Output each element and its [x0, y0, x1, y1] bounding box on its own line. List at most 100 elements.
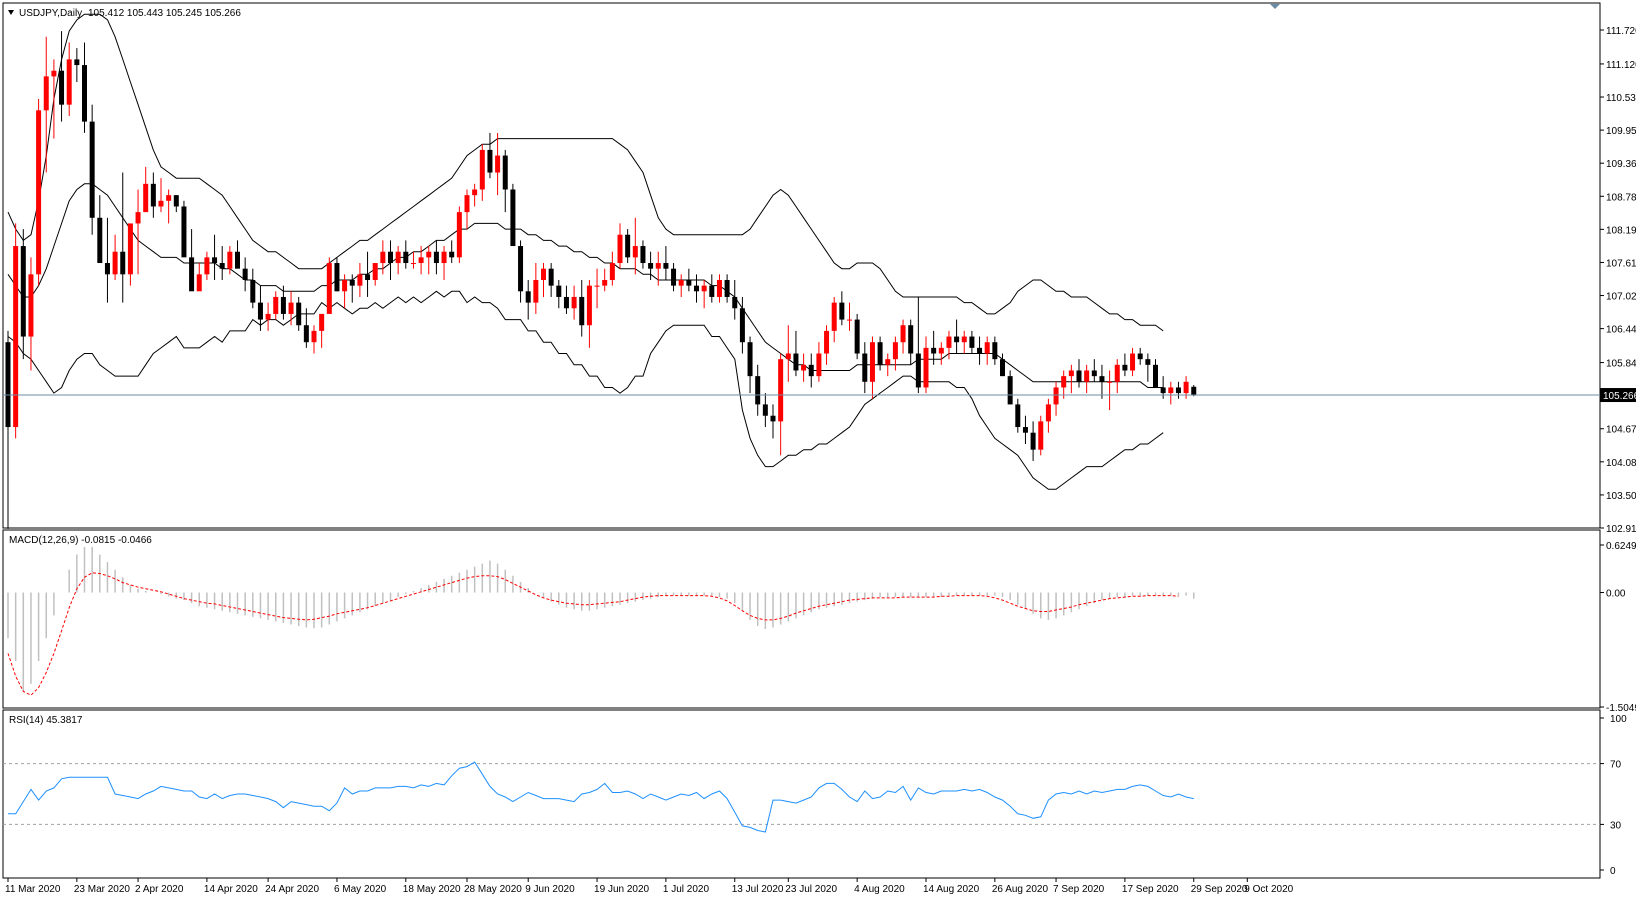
- candle-body[interactable]: [655, 263, 661, 269]
- candle-body[interactable]: [13, 246, 19, 428]
- candle-body[interactable]: [5, 342, 11, 428]
- candle-body[interactable]: [150, 183, 156, 207]
- candle-body[interactable]: [1107, 381, 1113, 383]
- candle-body[interactable]: [487, 149, 493, 173]
- candle-body[interactable]: [288, 302, 294, 314]
- candle-body[interactable]: [135, 212, 141, 224]
- candle-body[interactable]: [625, 234, 631, 258]
- candle-body[interactable]: [158, 200, 164, 207]
- candle-body[interactable]: [380, 251, 386, 264]
- candle-body[interactable]: [571, 296, 577, 309]
- candle-body[interactable]: [839, 302, 845, 320]
- candle-body[interactable]: [74, 59, 80, 66]
- candle-body[interactable]: [196, 274, 202, 292]
- candle-body[interactable]: [678, 279, 684, 286]
- candle-body[interactable]: [1053, 387, 1059, 405]
- candle-body[interactable]: [311, 330, 317, 343]
- candle-body[interactable]: [20, 246, 26, 337]
- candle-body[interactable]: [831, 302, 837, 331]
- candle-body[interactable]: [556, 285, 562, 297]
- candle-body[interactable]: [1137, 353, 1143, 360]
- triangle-down-icon[interactable]: [8, 10, 14, 15]
- candle-body[interactable]: [43, 76, 49, 111]
- candle-body[interactable]: [433, 251, 439, 264]
- candle-body[interactable]: [694, 285, 699, 292]
- candle-body[interactable]: [143, 183, 149, 213]
- candle-body[interactable]: [1068, 370, 1074, 377]
- candle-body[interactable]: [242, 268, 248, 280]
- candle-body[interactable]: [410, 263, 416, 265]
- candle-body[interactable]: [1153, 364, 1158, 388]
- candle-body[interactable]: [533, 279, 539, 303]
- candle-body[interactable]: [59, 70, 65, 105]
- candle-body[interactable]: [869, 342, 875, 382]
- candle-body[interactable]: [961, 336, 967, 343]
- candle-body[interactable]: [342, 279, 348, 292]
- candle-body[interactable]: [395, 251, 401, 264]
- candle-body[interactable]: [518, 246, 524, 292]
- candle-body[interactable]: [89, 121, 95, 218]
- candle-body[interactable]: [1038, 421, 1044, 450]
- candle-body[interactable]: [816, 353, 822, 377]
- candle-body[interactable]: [946, 336, 952, 348]
- candle-body[interactable]: [51, 70, 57, 77]
- candle-body[interactable]: [969, 336, 975, 348]
- candle-body[interactable]: [1000, 359, 1005, 377]
- candle-body[interactable]: [602, 279, 608, 286]
- candle-body[interactable]: [701, 285, 707, 292]
- candle-body[interactable]: [36, 110, 42, 275]
- scroll-marker-icon[interactable]: [1270, 4, 1280, 9]
- candle-body[interactable]: [862, 353, 868, 382]
- candle-body[interactable]: [892, 342, 898, 360]
- candle-body[interactable]: [938, 347, 944, 354]
- candle-body[interactable]: [877, 342, 883, 365]
- candle-body[interactable]: [120, 251, 126, 275]
- candle-body[interactable]: [127, 223, 133, 275]
- candle-body[interactable]: [739, 308, 745, 343]
- candle-body[interactable]: [296, 302, 302, 326]
- candle-body[interactable]: [212, 257, 218, 264]
- candle-body[interactable]: [273, 296, 279, 314]
- candle-body[interactable]: [808, 364, 814, 377]
- candle-body[interactable]: [579, 296, 585, 326]
- candle-body[interactable]: [495, 155, 501, 173]
- candle-body[interactable]: [82, 65, 87, 122]
- candle-body[interactable]: [66, 59, 72, 105]
- candle-body[interactable]: [357, 274, 363, 286]
- candle-body[interactable]: [923, 347, 929, 388]
- candle-body[interactable]: [724, 279, 730, 297]
- candle-body[interactable]: [793, 353, 799, 371]
- candle-body[interactable]: [418, 257, 424, 264]
- candle-body[interactable]: [1160, 387, 1166, 394]
- candle-body[interactable]: [349, 279, 355, 286]
- candle-body[interactable]: [594, 285, 600, 287]
- candle-body[interactable]: [104, 263, 110, 275]
- candle-body[interactable]: [755, 376, 761, 405]
- candle-body[interactable]: [747, 342, 753, 377]
- candle-body[interactable]: [472, 189, 478, 196]
- candle-body[interactable]: [716, 279, 722, 297]
- candle-body[interactable]: [1183, 381, 1189, 394]
- candle-body[interactable]: [388, 251, 393, 264]
- candle-body[interactable]: [365, 274, 371, 280]
- candle-body[interactable]: [1168, 387, 1174, 394]
- macd-panel[interactable]: [2, 529, 1601, 709]
- candle-body[interactable]: [900, 325, 906, 343]
- candle-body[interactable]: [908, 325, 914, 354]
- candle-body[interactable]: [617, 234, 623, 264]
- candle-body[interactable]: [824, 330, 830, 354]
- candle-body[interactable]: [778, 359, 784, 422]
- candle-body[interactable]: [931, 347, 937, 354]
- candle-body[interactable]: [479, 149, 485, 190]
- candle-body[interactable]: [762, 404, 768, 416]
- candle-body[interactable]: [609, 263, 615, 280]
- candle-body[interactable]: [1045, 404, 1051, 422]
- rsi-panel[interactable]: [2, 709, 1601, 879]
- candle-body[interactable]: [265, 313, 271, 320]
- candle-body[interactable]: [1061, 376, 1067, 388]
- candle-body[interactable]: [257, 302, 263, 320]
- candle-body[interactable]: [181, 206, 187, 258]
- candle-body[interactable]: [334, 263, 340, 292]
- candle-body[interactable]: [1175, 387, 1181, 394]
